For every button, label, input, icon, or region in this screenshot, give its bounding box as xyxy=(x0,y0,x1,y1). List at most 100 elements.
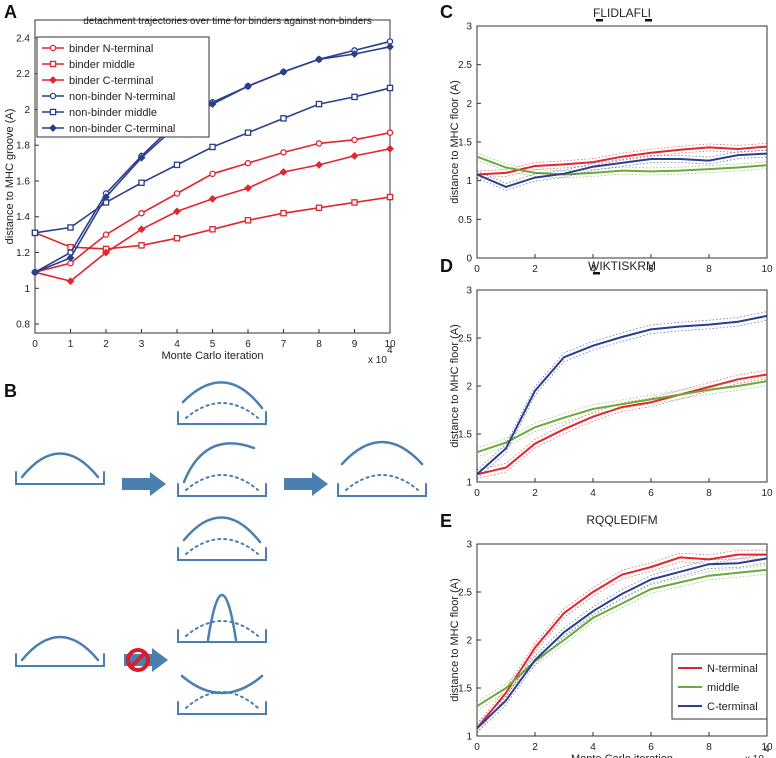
y-tick-label: 2.4 xyxy=(16,33,30,44)
y-tick-label: 0 xyxy=(466,254,472,265)
data-point xyxy=(350,152,359,160)
legend-label: binder N-terminal xyxy=(69,43,153,55)
series-line xyxy=(476,373,768,476)
anchor-marker xyxy=(593,272,600,275)
legend-label: N-terminal xyxy=(707,663,758,675)
series-line xyxy=(476,380,768,454)
y-tick-label: 2 xyxy=(466,99,472,110)
x-multiplier-label: x 10 xyxy=(745,754,764,758)
x-tick-label: 3 xyxy=(139,339,145,350)
data-point xyxy=(386,144,394,153)
chart-a: 0 1 2 3 4 5 6 7 8 9 10 0.8 1 1.2 1.4 1.6 1.8 2 2.2 2.4 detac… xyxy=(4,16,396,366)
anchor-marker xyxy=(645,19,652,22)
data-point xyxy=(315,100,323,108)
series-line xyxy=(476,314,768,476)
x-tick-label: 6 xyxy=(245,339,251,350)
data-point xyxy=(173,234,181,242)
series-line xyxy=(476,145,768,176)
x-tick-label: 7 xyxy=(281,339,287,350)
x-tick-label: 8 xyxy=(706,264,712,275)
groove-detach-middle xyxy=(177,516,267,561)
data-point xyxy=(244,129,252,136)
x-tick-label: 0 xyxy=(474,742,480,753)
y-tick-label: 1.4 xyxy=(16,212,30,223)
arrow-right-icon xyxy=(284,472,328,496)
x-tick-label: 4 xyxy=(590,264,596,275)
y-axis-label: distance to MHC floor (A) xyxy=(449,324,461,447)
data-point xyxy=(138,242,145,249)
chart-e: 0 2 4 6 8 10 1 1.5 2 2.5 3 RQQLEDIFM distance to MHC… xyxy=(449,513,773,758)
groove-disallowed-inverted xyxy=(177,674,267,715)
x-tick-label: 4 xyxy=(590,742,596,753)
series-line xyxy=(476,553,767,729)
y-tick-label: 2 xyxy=(466,382,472,393)
y-tick-label: 2.2 xyxy=(16,69,30,80)
y-tick-label: 1 xyxy=(466,176,472,187)
chart-title: detachment trajectories over time for bi… xyxy=(83,16,371,27)
chart-title: FLIDLAFLI xyxy=(593,6,651,20)
x-tick-label: 6 xyxy=(648,742,654,753)
y-tick-label: 0.8 xyxy=(16,320,30,331)
y-tick-label: 1 xyxy=(466,732,472,743)
x-tick-label: 2 xyxy=(532,742,538,753)
legend-label: C-terminal xyxy=(707,701,758,713)
data-point xyxy=(386,129,394,136)
x-tick-label: 8 xyxy=(316,339,322,350)
x-tick-label: 1 xyxy=(68,339,74,350)
data-point xyxy=(66,253,75,262)
data-point xyxy=(386,193,394,201)
data-point xyxy=(208,194,217,203)
data-point xyxy=(386,84,394,92)
data-point xyxy=(351,136,358,144)
y-tick-label: 0.5 xyxy=(458,215,472,226)
series-line xyxy=(476,568,768,708)
data-point xyxy=(386,42,394,51)
data-point xyxy=(209,170,216,178)
data-point xyxy=(138,209,145,217)
series-band-line xyxy=(476,553,768,725)
legend-marker xyxy=(49,60,57,68)
y-tick-label: 2.5 xyxy=(458,60,472,71)
series-band-line xyxy=(476,549,767,725)
data-point xyxy=(315,204,323,212)
data-point xyxy=(315,140,323,147)
chart-c: 0 2 4 6 8 10 0 0.5 1 1.5 2 2.5 3 FLIDLAFLI distance to… xyxy=(449,6,773,275)
legend-label: middle xyxy=(707,682,739,694)
chart-d: 0 2 4 6 8 10 1 1.5 2 2.5 3 WIKTISKRM distance to MHC… xyxy=(449,259,773,499)
x-tick-label: 10 xyxy=(761,742,773,753)
data-point xyxy=(209,143,216,151)
data-point xyxy=(208,100,217,108)
data-point xyxy=(351,199,358,206)
series-band-line xyxy=(476,319,768,479)
data-point xyxy=(137,225,146,234)
panel-b-schematic xyxy=(15,381,427,715)
y-tick-label: 3 xyxy=(466,540,472,551)
data-point xyxy=(280,209,287,217)
y-tick-label: 1 xyxy=(24,284,30,295)
y-tick-label: 1.8 xyxy=(16,141,30,152)
y-axis-label: distance to MHC groove (A) xyxy=(4,109,16,245)
series-band-line xyxy=(476,369,768,471)
data-point xyxy=(279,67,288,76)
chart-title: RQQLEDIFM xyxy=(586,513,657,527)
legend-marker xyxy=(49,124,57,132)
x-multiplier-exponent: 4 xyxy=(387,345,393,356)
panel-letter-a: A xyxy=(4,2,17,22)
groove-bound-peptide xyxy=(15,452,105,485)
x-tick-label: 10 xyxy=(761,488,773,499)
panel-letter-e: E xyxy=(440,511,452,531)
data-point xyxy=(351,93,358,101)
data-point xyxy=(280,149,287,156)
x-tick-label: 5 xyxy=(210,339,216,350)
series-band-line xyxy=(476,558,767,733)
groove-detach-c-terminal xyxy=(177,381,267,425)
data-point xyxy=(138,179,145,187)
groove-detach-n-terminal xyxy=(177,442,267,497)
x-tick-label: 2 xyxy=(532,488,538,499)
y-tick-label: 1.2 xyxy=(16,248,30,259)
chart-title: WIKTISKRM xyxy=(588,259,656,273)
y-tick-label: 1.5 xyxy=(458,138,472,149)
y-tick-label: 2 xyxy=(466,636,472,647)
y-tick-label: 1.5 xyxy=(458,684,472,695)
y-tick-label: 1.6 xyxy=(16,176,30,187)
